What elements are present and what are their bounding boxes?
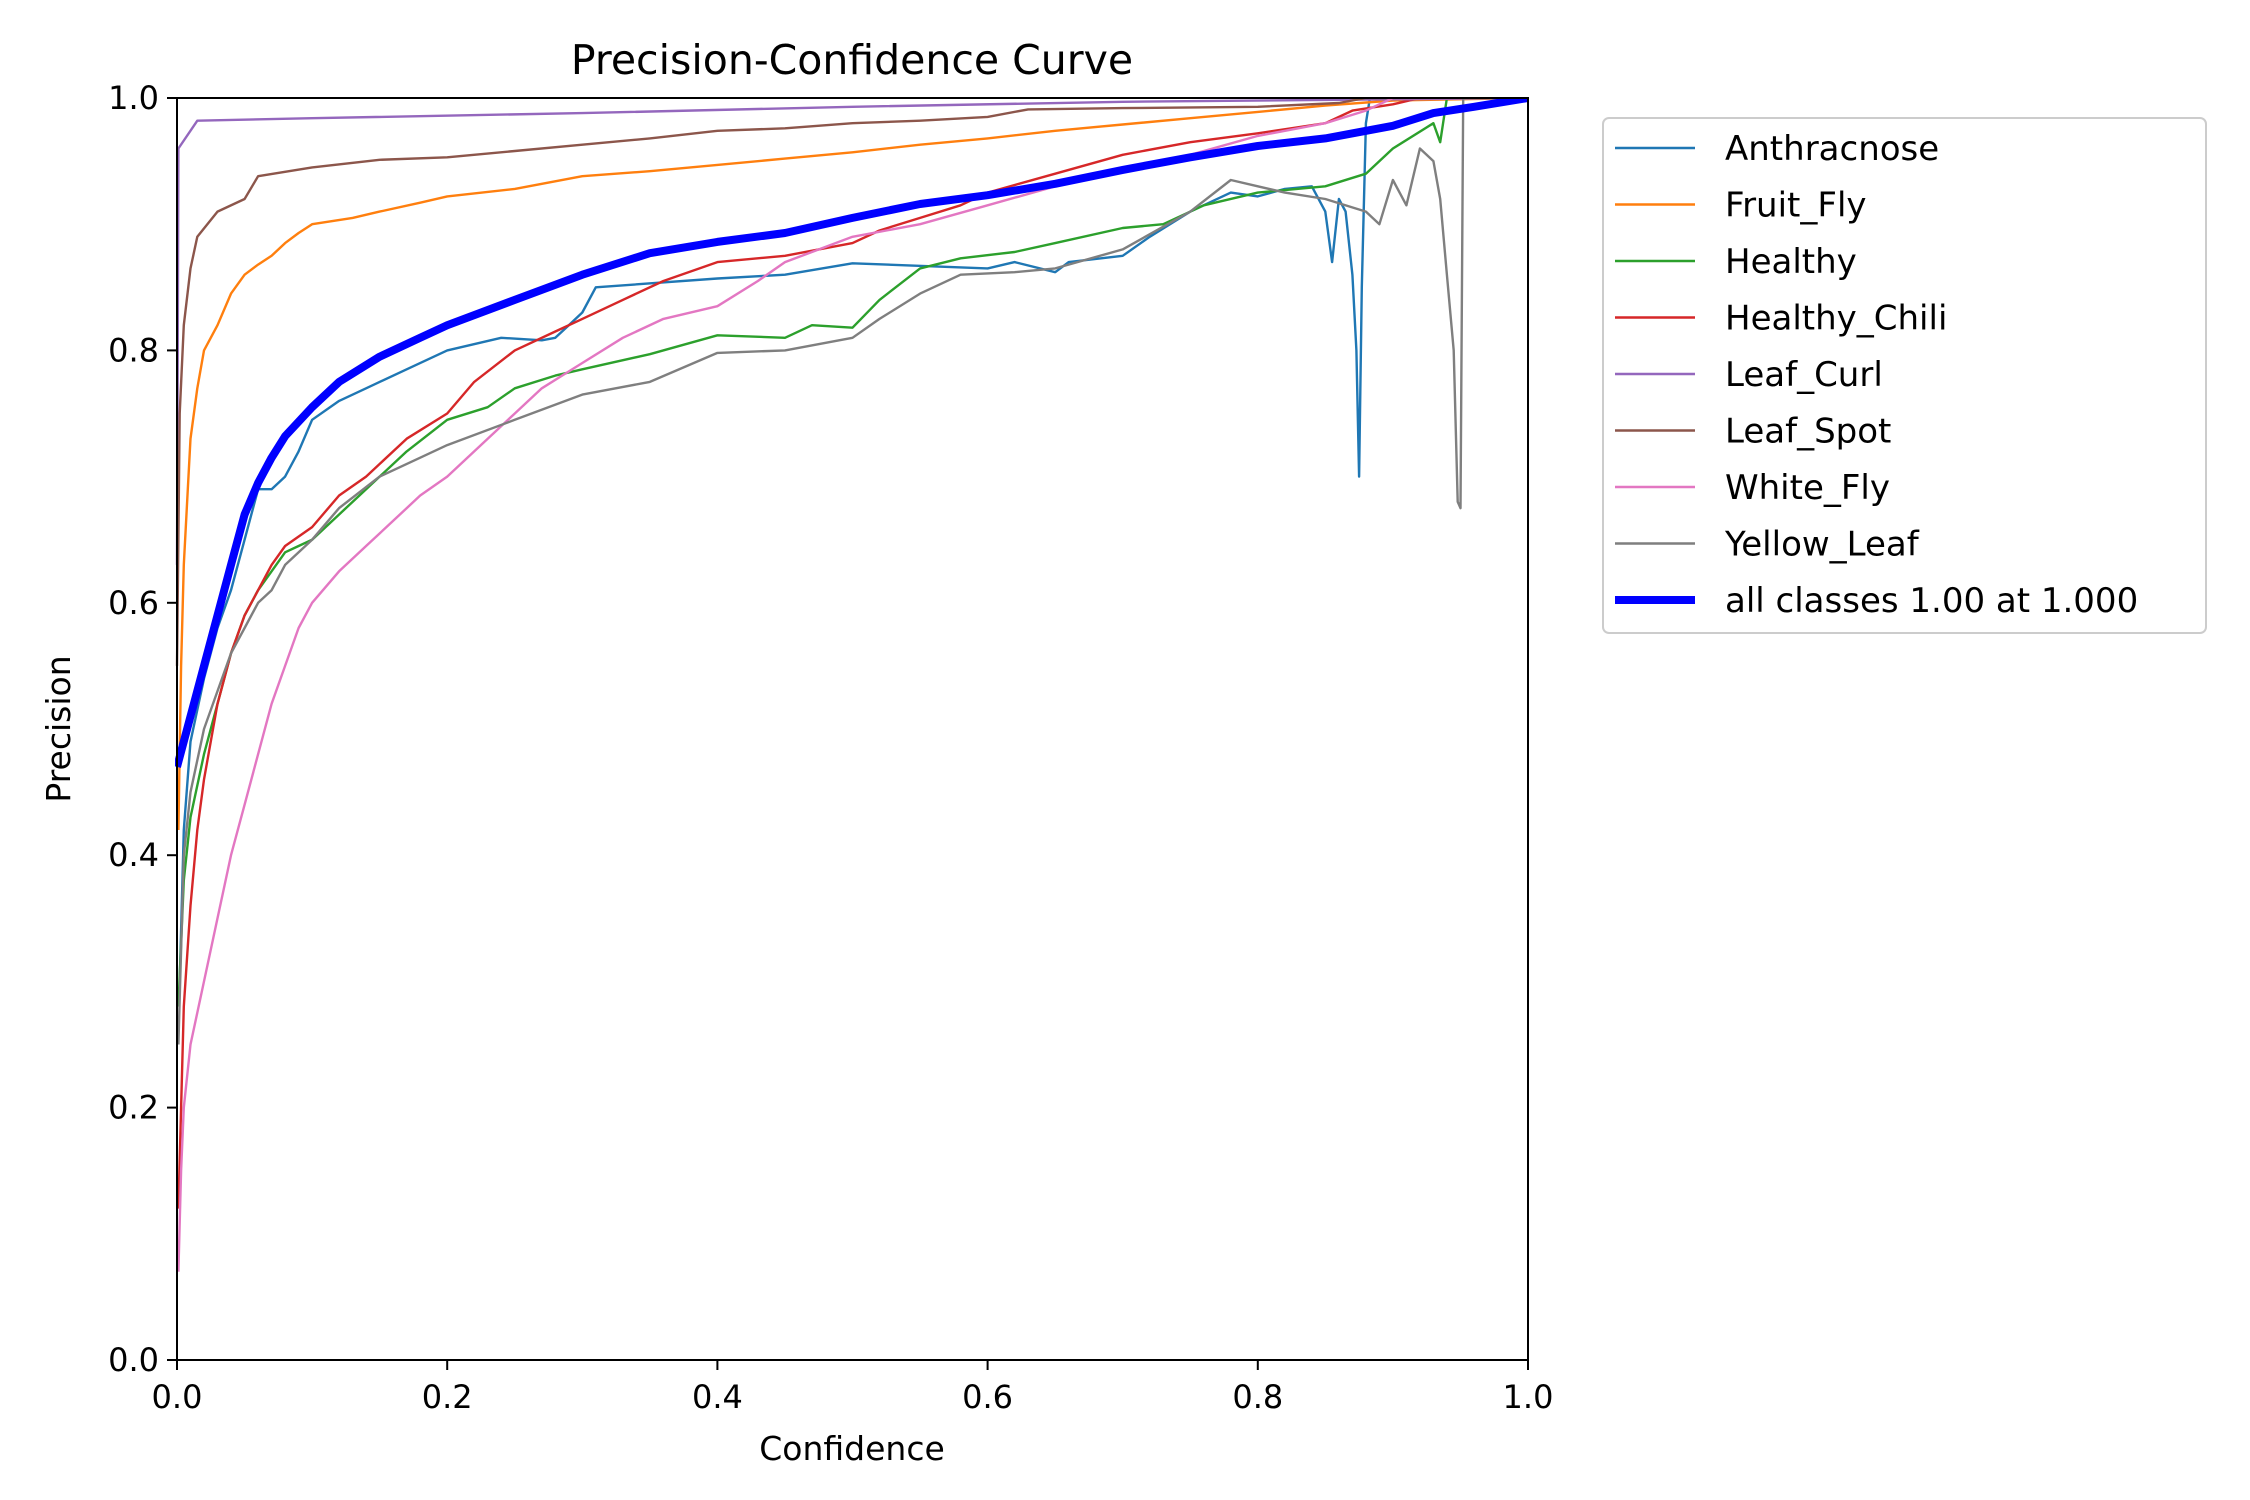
- series-line-fruit-fly: [177, 98, 1528, 831]
- legend-frame: [1602, 117, 2207, 634]
- y-tick-label: 0.6: [108, 584, 159, 622]
- x-tick-label: 0.0: [152, 1378, 203, 1416]
- series-line-leaf-curl: [175, 98, 1528, 565]
- y-axis: 0.0 0.2 0.4 0.6 0.8 1.0: [108, 79, 177, 1379]
- legend-label: all classes 1.00 at 1.000: [1725, 581, 2138, 621]
- legend-label: Fruit_Fly: [1725, 186, 1867, 226]
- legend-label: Anthracnose: [1725, 129, 1939, 169]
- y-tick-label: 1.0: [108, 79, 159, 117]
- x-tick-label: 0.8: [1232, 1378, 1283, 1416]
- legend-label: White_Fly: [1725, 468, 1890, 508]
- y-tick-label: 0.8: [108, 331, 159, 369]
- legend-label: Healthy_Chili: [1725, 299, 1947, 339]
- legend-label: Healthy: [1725, 242, 1857, 282]
- series-layer: [175, 98, 1528, 1272]
- y-tick-label: 0.2: [108, 1089, 159, 1127]
- x-tick-label: 0.6: [962, 1378, 1013, 1416]
- legend: Anthracnose Fruit_Fly Healthy Healthy_Chili…: [1602, 117, 2207, 634]
- series-line-all-classes-1-00-at-1-000: [175, 98, 1528, 768]
- x-tick-label: 0.4: [692, 1378, 743, 1416]
- x-tick-label: 0.2: [422, 1378, 473, 1416]
- x-tick-label: 1.0: [1503, 1378, 1554, 1416]
- series-line-yellow-leaf: [177, 98, 1528, 1045]
- legend-label: Leaf_Spot: [1725, 412, 1891, 452]
- legend-label: Leaf_Curl: [1725, 355, 1883, 395]
- plot-area-frame: [176, 97, 1529, 1361]
- legend-label: Yellow_Leaf: [1724, 525, 1920, 565]
- series-line-healthy-chili: [177, 98, 1528, 1209]
- y-tick-label: 0.4: [108, 836, 159, 874]
- series-line-leaf-spot: [175, 98, 1528, 666]
- x-axis: 0.0 0.2 0.4 0.6 0.8 1.0: [152, 1360, 1554, 1416]
- y-tick-label: 0.0: [108, 1341, 159, 1379]
- chart-title: Precision-Confidence Curve: [571, 36, 1133, 84]
- x-axis-title: Confidence: [759, 1429, 945, 1468]
- y-axis-title: Precision: [39, 655, 78, 802]
